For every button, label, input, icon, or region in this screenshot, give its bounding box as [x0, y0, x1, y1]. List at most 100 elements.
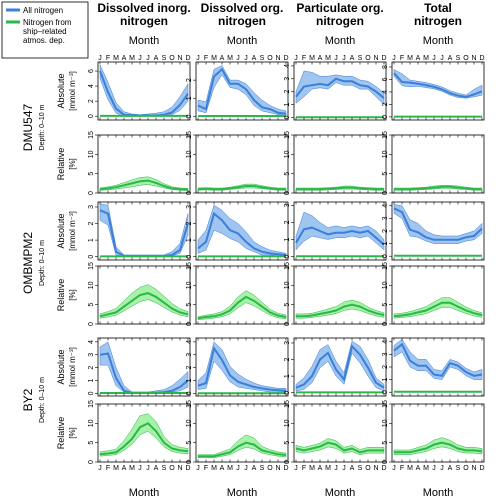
x-tick-label-top: F: [204, 55, 208, 62]
row-label-relative: Relative: [56, 417, 66, 450]
x-tick-label-top: F: [106, 55, 110, 62]
x-tick-label-bottom: F: [400, 465, 404, 472]
column-title: nitrogen: [414, 14, 462, 28]
panel-frame: [293, 61, 387, 121]
y-tick-label: 4: [382, 204, 389, 208]
panel: 0 1 2 3 4: [382, 337, 485, 397]
panel-background: [392, 135, 484, 193]
ship-relative-line: [197, 185, 286, 191]
y-tick-label: 0: [186, 255, 193, 259]
row-label-relative: Relative: [56, 279, 66, 312]
y-tick-label: 4: [382, 90, 389, 94]
y-tick-label: 5: [186, 303, 193, 307]
panel-background: [392, 62, 484, 120]
x-tick-label-top: M: [325, 55, 331, 62]
y-tick-label: 5: [88, 303, 95, 307]
x-tick-label-top: A: [252, 55, 257, 62]
x-tick-label-top: M: [227, 55, 233, 62]
y-tick-label: 3: [186, 353, 193, 357]
legend-label-ship: Nitrogen from ship–related atmos. dep.: [23, 18, 74, 45]
ship-relative-line: [394, 441, 483, 454]
row-labels: Absolute [mmol m⁻³] Relative [%] BY2 Depth: 0…: [21, 347, 77, 449]
x-axis-title-bottom: Month: [423, 487, 454, 498]
row-label-absolute: Absolute: [56, 73, 66, 108]
ship-relative-line: [296, 186, 384, 191]
y-tick-label: 15: [382, 131, 389, 139]
row-label-absolute-unit: [mmol m⁻³]: [68, 347, 77, 387]
panel-background: [294, 135, 386, 193]
row-label-relative-unit: [%]: [68, 158, 77, 170]
legend: All nitrogen Nitrogen from ship–related …: [1, 1, 89, 59]
y-tick-label: 0: [382, 390, 389, 394]
panel-frame: [391, 265, 485, 325]
panel-frame: [293, 403, 387, 463]
panel: 0 1 2 3: [284, 201, 387, 261]
x-tick-label-top: N: [373, 55, 378, 62]
x-tick-label-top: S: [260, 55, 265, 62]
y-tick-label: 3: [284, 203, 291, 207]
x-tick-label-bottom: J: [334, 465, 338, 472]
all-nitrogen-line: [393, 72, 483, 98]
y-tick-label: 15: [284, 131, 291, 139]
ship-relative-band: [99, 284, 189, 319]
y-tick-label: 0: [88, 460, 95, 464]
y-tick-label: 1: [186, 378, 193, 382]
y-tick-label: 0: [186, 322, 193, 326]
panel: 0 5 10 15: [382, 262, 485, 326]
panel-frame: [391, 134, 485, 194]
row-label-absolute-unit: [mmol m⁻³]: [68, 71, 77, 111]
y-tick-label: 1: [382, 242, 389, 246]
column-title: Dissolved org.: [201, 1, 284, 15]
x-tick-label-bottom: J: [440, 465, 444, 472]
station-name: OMBMPM2: [21, 232, 35, 294]
x-tick-label-top: M: [407, 55, 413, 62]
panel-frame: [293, 134, 387, 194]
panel-frame: [391, 61, 485, 121]
y-tick-label: 3: [382, 216, 389, 220]
y-tick-label: 5: [88, 172, 95, 176]
x-tick-label-top: M: [129, 55, 135, 62]
x-tick-label-bottom: M: [227, 465, 233, 472]
x-tick-label-bottom: A: [252, 465, 257, 472]
x-tick-label-top: F: [302, 55, 306, 62]
y-tick-label: 6: [382, 77, 389, 81]
x-tick-label-bottom: J: [342, 465, 346, 472]
ship-relative-line: [295, 441, 384, 454]
x-tick-label-top: O: [463, 55, 469, 62]
y-tick-label: 15: [186, 262, 193, 270]
y-tick-label: 0: [284, 115, 291, 119]
column-title: nitrogen: [316, 14, 364, 28]
x-tick-label-top: A: [220, 55, 225, 62]
all-nitrogen-line: [197, 345, 287, 392]
y-tick-label: 6: [88, 69, 95, 73]
x-tick-label-top: A: [350, 55, 355, 62]
x-tick-label-bottom: J: [432, 465, 436, 472]
x-tick-label-top: N: [275, 55, 280, 62]
panel: 0 5 10 15: [284, 131, 387, 195]
y-tick-label: 5: [186, 172, 193, 176]
y-tick-label: 10: [284, 281, 291, 289]
ship-relative-band: [197, 290, 287, 320]
panel-frame: [293, 201, 387, 261]
panel-frame: [195, 265, 289, 325]
x-tick-label-top: N: [177, 55, 182, 62]
y-tick-label: 15: [382, 262, 389, 270]
y-tick-label: 0: [88, 255, 95, 259]
panel: 0 5 10 15: [88, 131, 191, 195]
panel-frame: [97, 265, 191, 325]
x-tick-label-top: D: [283, 55, 288, 62]
panel: 0 5 10 15: [186, 131, 289, 195]
y-tick-label: 1: [284, 102, 291, 106]
panel-frame: [97, 201, 191, 261]
y-tick-label: 15: [186, 131, 193, 139]
ship-relative-line: [296, 303, 385, 318]
y-tick-label: 10: [186, 419, 193, 427]
x-tick-label-bottom: F: [302, 465, 306, 472]
y-tick-label: 0: [186, 191, 193, 195]
x-tick-label-bottom: J: [98, 465, 102, 472]
x-tick-label-top: F: [400, 55, 404, 62]
x-tick-label-bottom: M: [325, 465, 331, 472]
